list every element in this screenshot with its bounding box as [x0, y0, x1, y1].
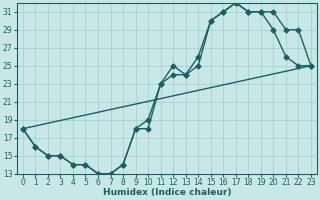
- X-axis label: Humidex (Indice chaleur): Humidex (Indice chaleur): [103, 188, 231, 197]
